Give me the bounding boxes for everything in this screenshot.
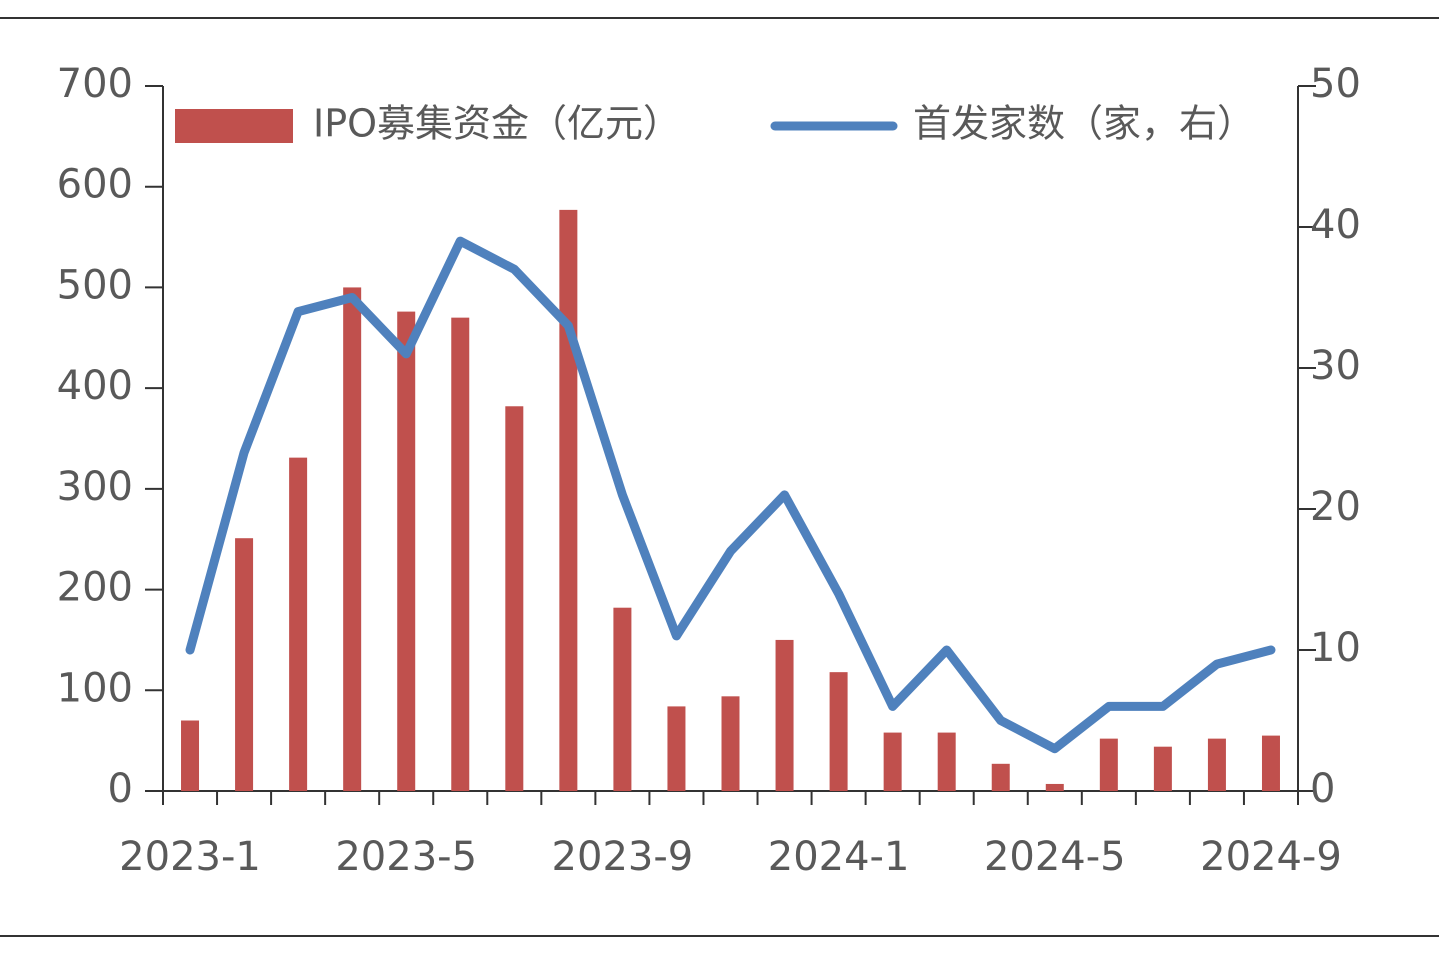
y-tick-label: 200 bbox=[57, 565, 133, 611]
y2-tick-label: 50 bbox=[1310, 61, 1361, 107]
y2-tick-label: 30 bbox=[1310, 343, 1361, 389]
y2-tick-label: 40 bbox=[1310, 202, 1361, 248]
bar bbox=[559, 209, 578, 792]
bar bbox=[181, 720, 200, 791]
y2-tick-label: 10 bbox=[1310, 625, 1361, 671]
bar bbox=[343, 287, 362, 791]
bar bbox=[1099, 738, 1118, 791]
bar bbox=[775, 639, 794, 791]
bar bbox=[1261, 735, 1280, 791]
bar bbox=[937, 732, 956, 791]
bar bbox=[235, 538, 254, 791]
bar bbox=[883, 732, 902, 791]
legend-label: IPO募集资金（亿元） bbox=[313, 102, 681, 146]
bar bbox=[1045, 783, 1064, 791]
x-tick-label: 2024-5 bbox=[984, 834, 1126, 880]
bar bbox=[1207, 738, 1226, 791]
bar bbox=[1153, 746, 1172, 791]
bar bbox=[505, 406, 524, 791]
x-tick-label: 2024-1 bbox=[768, 834, 910, 880]
bar bbox=[721, 696, 740, 791]
bar bbox=[613, 607, 632, 791]
line bbox=[185, 236, 1276, 754]
x-tick-label: 2023-9 bbox=[552, 834, 694, 880]
y-tick-label: 700 bbox=[57, 61, 133, 107]
x-tick-label: 2024-9 bbox=[1200, 834, 1342, 880]
y-tick-label: 300 bbox=[57, 464, 133, 510]
x-tick-label: 2023-1 bbox=[119, 834, 261, 880]
y-tick-label: 400 bbox=[57, 363, 133, 409]
bar bbox=[451, 317, 470, 791]
bar bbox=[397, 311, 416, 791]
bar bbox=[829, 672, 848, 791]
bar bbox=[991, 763, 1010, 791]
legend-label: 首发家数（家，右） bbox=[913, 102, 1255, 146]
y-tick-label: 0 bbox=[108, 766, 133, 812]
bar bbox=[289, 457, 308, 791]
y-tick-label: 500 bbox=[57, 262, 133, 308]
legend-swatch bbox=[175, 109, 293, 143]
bar bbox=[667, 706, 686, 791]
y2-tick-label: 20 bbox=[1310, 484, 1361, 530]
y-tick-label: 600 bbox=[57, 162, 133, 208]
y2-tick-label: 0 bbox=[1310, 766, 1335, 812]
x-tick-label: 2023-5 bbox=[335, 834, 477, 880]
y-tick-label: 100 bbox=[57, 665, 133, 711]
